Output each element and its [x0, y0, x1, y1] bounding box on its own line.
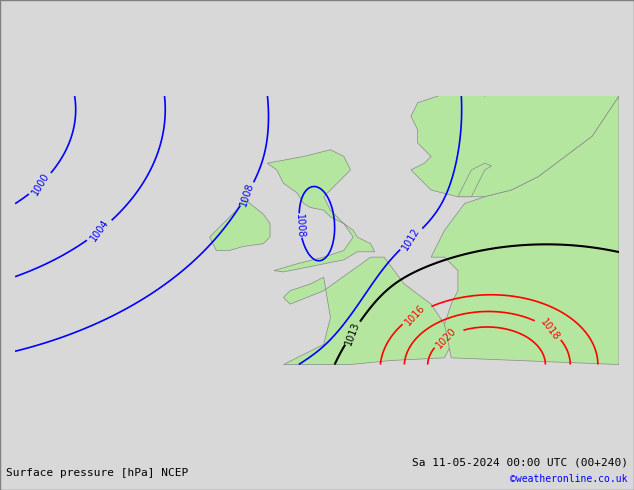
Text: Sa 11-05-2024 00:00 UTC (00+240): Sa 11-05-2024 00:00 UTC (00+240): [411, 458, 628, 468]
Text: 1016: 1016: [404, 302, 427, 327]
Text: 1004: 1004: [89, 218, 111, 244]
Text: 1013: 1013: [344, 320, 361, 346]
Text: Surface pressure [hPa] NCEP: Surface pressure [hPa] NCEP: [6, 468, 188, 478]
Text: 1018: 1018: [538, 317, 561, 342]
Text: ©weatheronline.co.uk: ©weatheronline.co.uk: [510, 474, 628, 484]
Text: 1012: 1012: [401, 226, 422, 252]
Text: 1008: 1008: [238, 181, 256, 207]
Text: 1008: 1008: [294, 213, 306, 238]
Polygon shape: [431, 96, 619, 365]
Polygon shape: [458, 163, 491, 197]
Polygon shape: [268, 150, 375, 272]
Polygon shape: [411, 29, 619, 197]
Text: 1000: 1000: [30, 171, 51, 197]
Text: 1020: 1020: [434, 325, 458, 350]
Polygon shape: [210, 199, 270, 250]
Polygon shape: [283, 257, 451, 365]
